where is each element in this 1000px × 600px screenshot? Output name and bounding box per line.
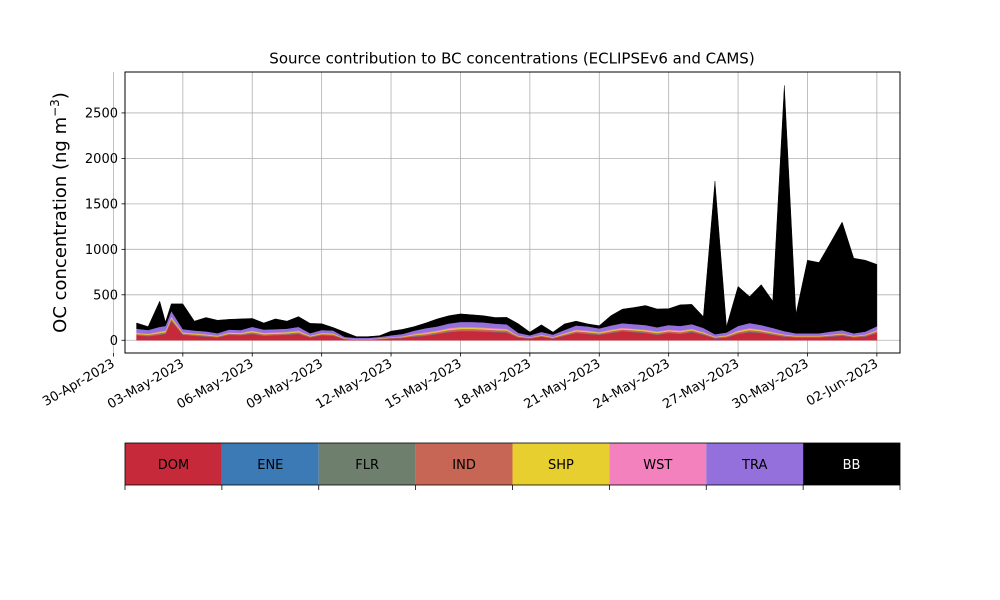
legend-swatch-ind <box>415 443 513 485</box>
y-tick-label: 1000 <box>85 243 118 258</box>
stacked-areas <box>136 85 878 341</box>
legend-label-dom: DOM <box>158 458 189 473</box>
legend-swatch-shp <box>512 443 610 485</box>
chart-title: Source contribution to BC concentrations… <box>269 50 754 68</box>
legend-label-flr: FLR <box>355 458 379 473</box>
y-tick-label: 2500 <box>85 106 118 121</box>
y-tick-label: 2000 <box>85 152 118 167</box>
legend-swatch-flr <box>318 443 416 485</box>
legend-swatch-tra <box>706 443 804 485</box>
y-tick-label: 500 <box>93 288 118 303</box>
legend-label-ene: ENE <box>257 458 283 473</box>
legend-label-shp: SHP <box>548 458 574 473</box>
y-axis-label: OC concentration (ng m−3) <box>48 92 71 333</box>
legend-swatch-bb <box>803 443 900 485</box>
y-axis-label-close: ) <box>50 92 71 99</box>
legend-label-ind: IND <box>452 458 476 473</box>
y-axis-label-superscript: −3 <box>48 99 62 117</box>
legend-label-tra: TRA <box>741 458 767 473</box>
legend-swatch-wst <box>609 443 707 485</box>
grid <box>113 72 900 353</box>
legend-swatch-ene <box>221 443 319 485</box>
legend-label-bb: BB <box>843 458 861 473</box>
y-tick-label: 1500 <box>85 197 118 212</box>
legend-label-wst: WST <box>643 458 672 473</box>
y-axis-label-text: OC concentration (ng m <box>50 117 71 333</box>
area-bb <box>136 85 878 339</box>
legend-swatch-dom <box>125 443 222 485</box>
y-tick-label: 0 <box>110 334 118 349</box>
y-axis-ticks: 0 500 1000 1500 2000 2500 <box>85 106 125 349</box>
legend-colorbar: DOM ENE FLR IND SHP WST TRA BB <box>124 442 901 490</box>
plot-frame <box>124 71 901 354</box>
